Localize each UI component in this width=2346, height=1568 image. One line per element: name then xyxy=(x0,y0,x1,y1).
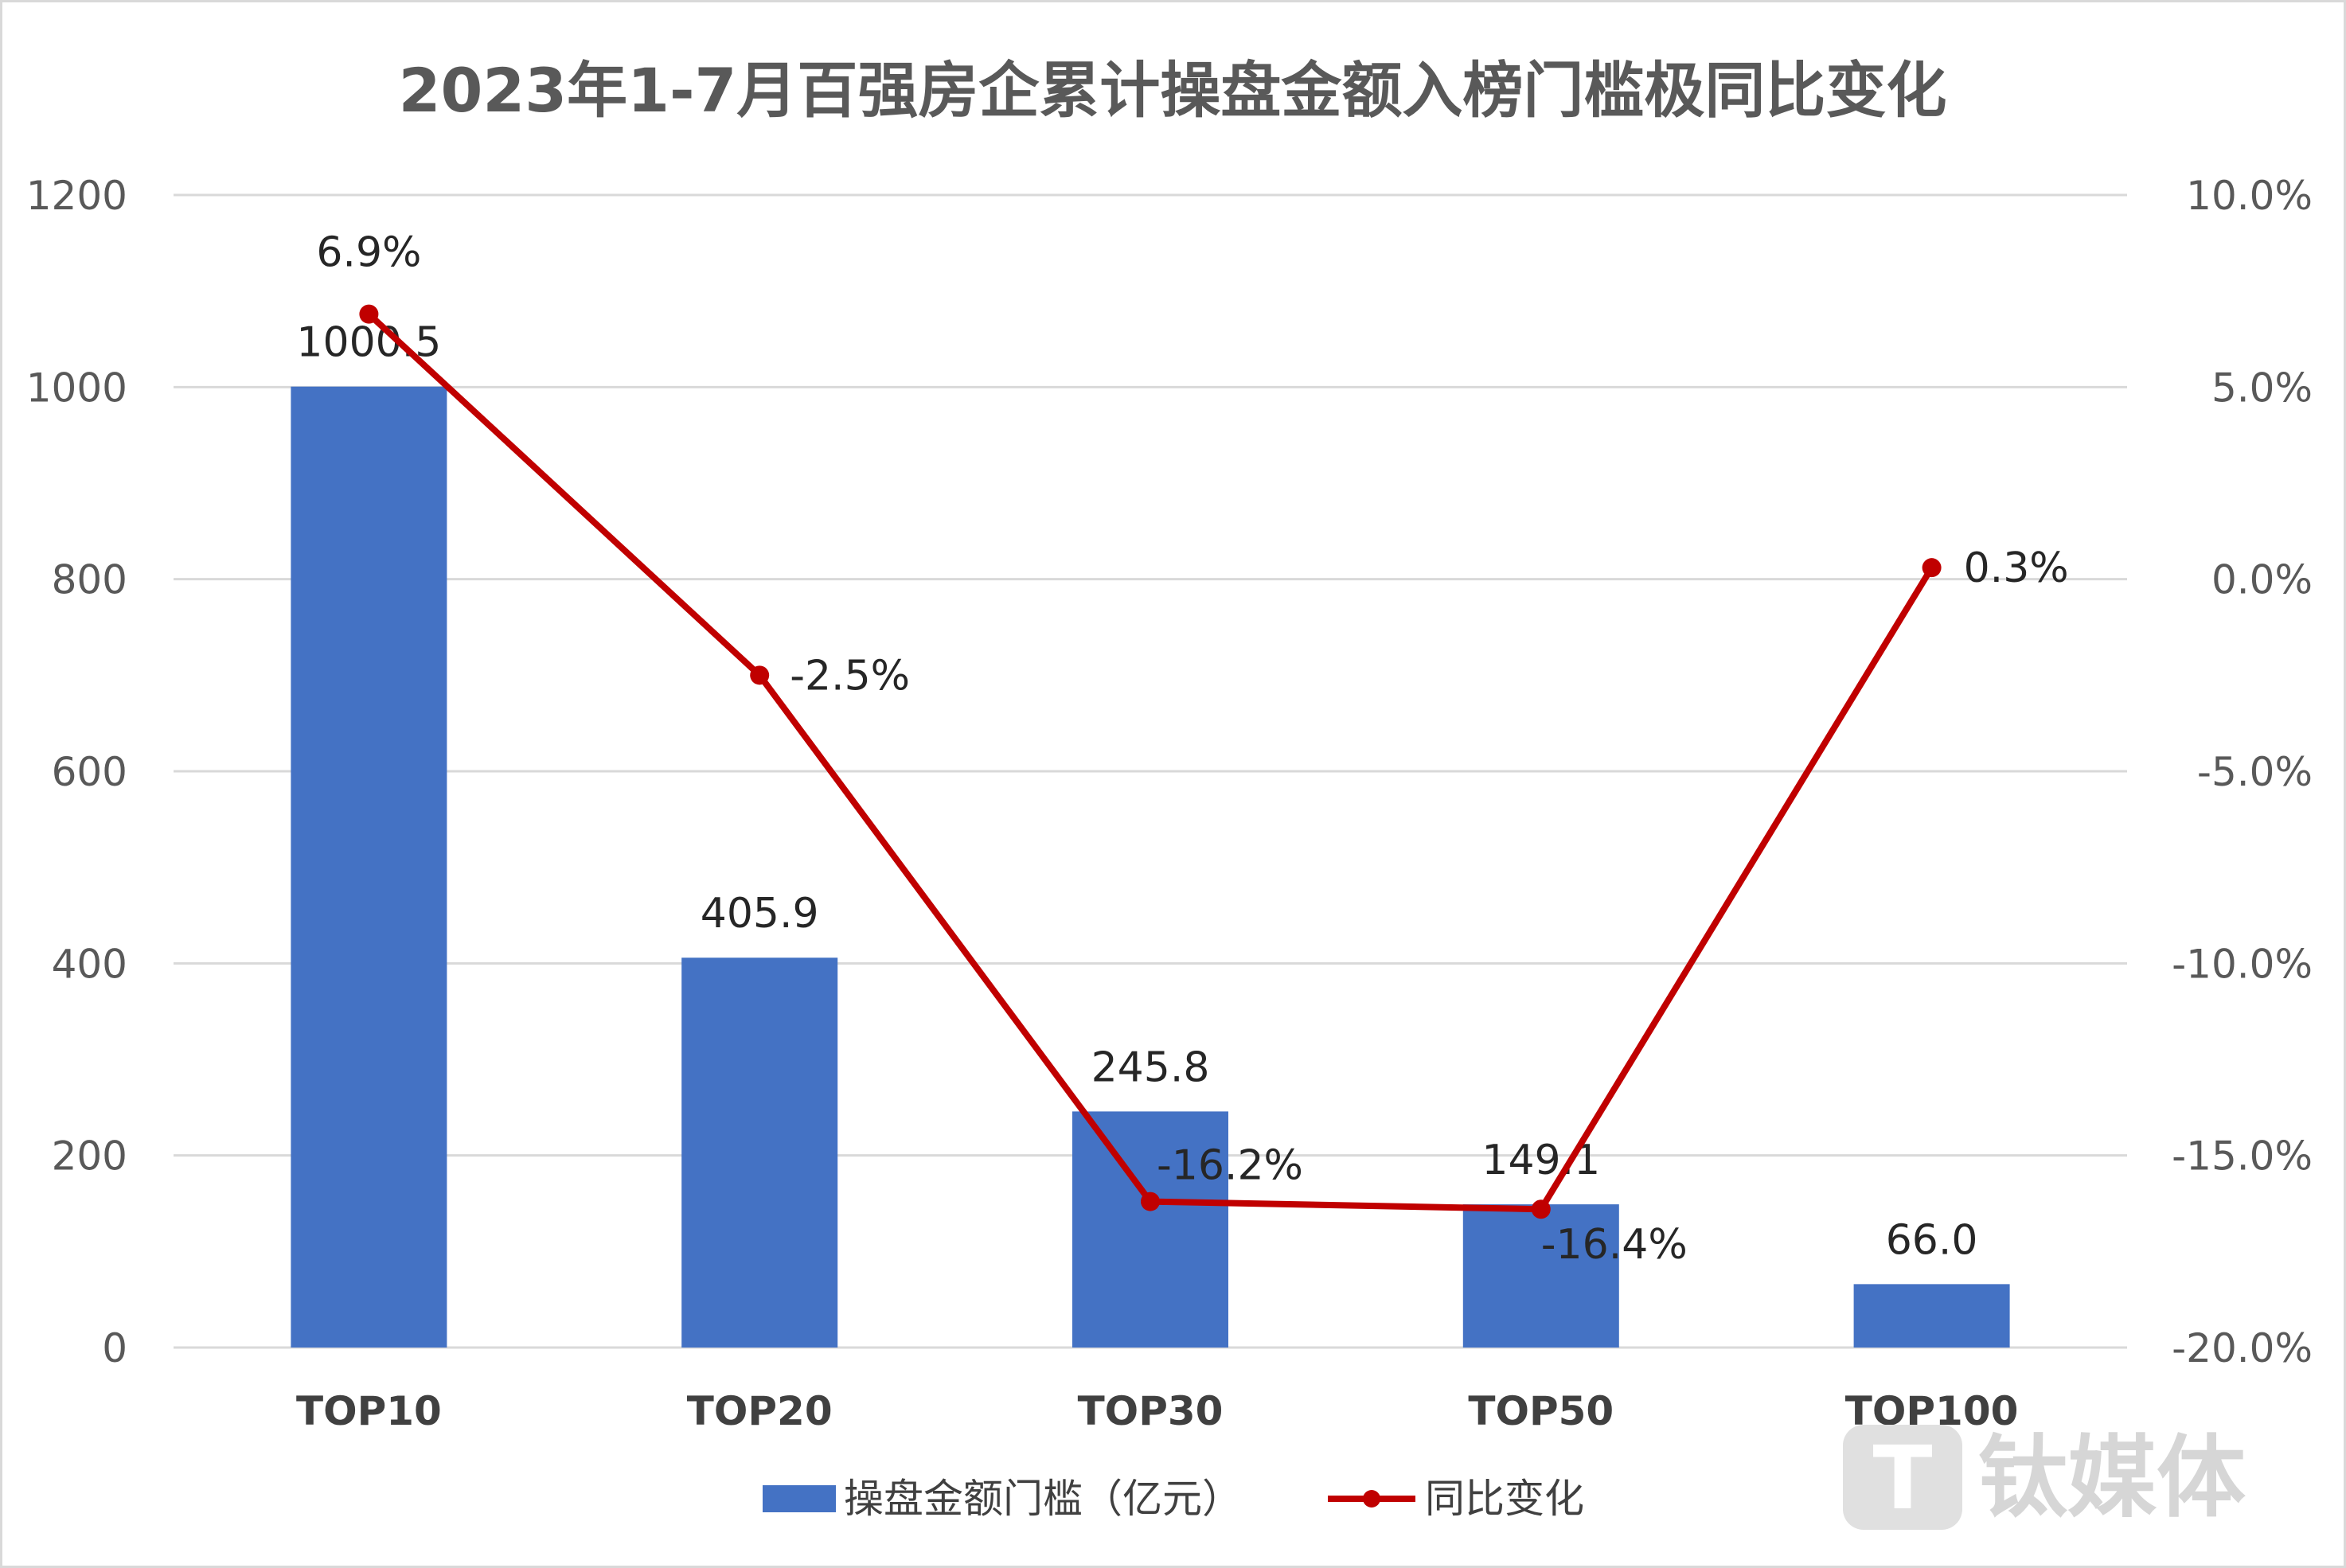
watermark-text: 钛媒体 xyxy=(1978,1426,2246,1530)
bar xyxy=(681,958,838,1348)
line-data-label: 6.9% xyxy=(316,229,421,277)
watermark: T 钛媒体 xyxy=(1843,1425,2246,1530)
x-tick-label: TOP10 xyxy=(296,1388,442,1434)
line-data-labels: 6.9% -2.5% -16.2% -16.4% 0.3% xyxy=(316,229,2068,1270)
left-tick-label: 400 xyxy=(52,941,127,987)
bar-data-label: 405.9 xyxy=(701,890,819,938)
bar xyxy=(1462,1204,1619,1348)
watermark-logo xyxy=(1843,1425,1962,1530)
left-tick-label: 600 xyxy=(52,749,127,795)
right-tick-label: -10.0% xyxy=(2172,941,2313,987)
legend-line-label: 同比变化 xyxy=(1425,1476,1584,1522)
x-tick-label: TOP50 xyxy=(1468,1388,1614,1434)
line-series xyxy=(359,304,1942,1219)
right-tick-label: -20.0% xyxy=(2172,1325,2313,1371)
line-point xyxy=(1922,558,1942,578)
left-tick-label: 1000 xyxy=(26,365,127,411)
line-data-label: -16.4% xyxy=(1541,1221,1688,1269)
legend: 操盘金额门槛（亿元） 同比变化 xyxy=(763,1476,1584,1522)
watermark-logo-letter: T xyxy=(1872,1427,1932,1529)
bar xyxy=(1853,1284,2010,1348)
bar-data-label: 245.8 xyxy=(1091,1043,1210,1091)
right-axis: -20.0% -15.0% -10.0% -5.0% 0.0% 5.0% 10.0% xyxy=(2172,173,2313,1371)
right-tick-label: -15.0% xyxy=(2172,1133,2313,1180)
right-tick-label: 5.0% xyxy=(2211,365,2313,411)
right-tick-label: 0.0% xyxy=(2211,557,2313,603)
x-tick-label: TOP30 xyxy=(1078,1388,1224,1434)
bar xyxy=(1072,1111,1228,1348)
line-point xyxy=(359,304,379,324)
bar xyxy=(291,386,447,1348)
legend-bar-label: 操盘金额门槛（亿元） xyxy=(844,1476,1242,1522)
left-tick-label: 200 xyxy=(52,1133,127,1180)
legend-line-marker xyxy=(1363,1490,1380,1508)
legend-bar-swatch xyxy=(763,1485,836,1512)
bar-series xyxy=(291,386,2010,1348)
line-data-label: 0.3% xyxy=(1964,544,2069,592)
left-tick-label: 800 xyxy=(52,557,127,603)
x-tick-label: TOP20 xyxy=(687,1388,833,1434)
left-tick-label: 0 xyxy=(102,1325,127,1371)
chart-title: 2023年1-7月百强房企累计操盘金额入榜门槛极同比变化 xyxy=(399,55,1947,126)
line-point xyxy=(1141,1192,1160,1211)
gridlines xyxy=(174,193,2127,1349)
line-data-label: -2.5% xyxy=(790,652,910,700)
left-axis: 0 200 400 600 800 1000 1200 xyxy=(26,173,127,1371)
left-tick-label: 1200 xyxy=(26,173,127,219)
x-axis: TOP10 TOP20 TOP30 TOP50 TOP100 xyxy=(296,1388,2018,1434)
right-tick-label: -5.0% xyxy=(2197,749,2313,795)
line-data-label: -16.2% xyxy=(1157,1142,1303,1190)
right-tick-label: 10.0% xyxy=(2186,173,2313,219)
line-point xyxy=(1531,1199,1551,1219)
bar-data-label: 66.0 xyxy=(1886,1216,1978,1264)
line-point xyxy=(750,665,770,685)
